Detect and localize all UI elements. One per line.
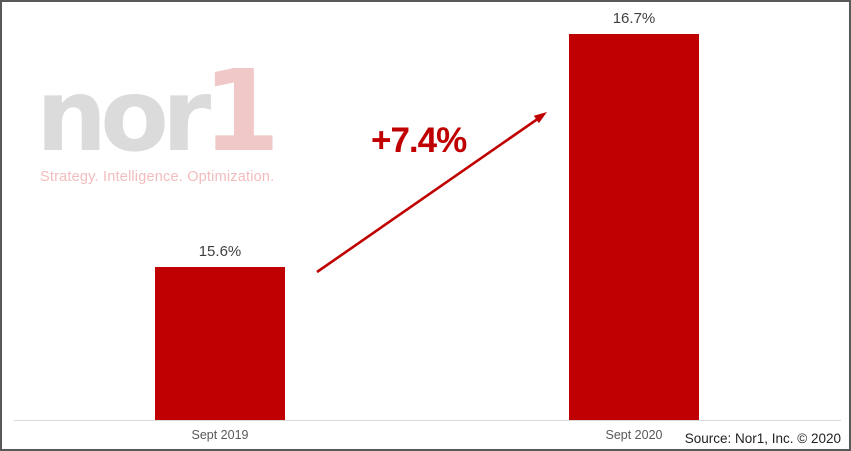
category-axis-line — [14, 420, 841, 421]
bar-value-label: 15.6% — [198, 243, 242, 260]
logo-tagline: Strategy. Intelligence. Optimization. — [40, 169, 275, 185]
bar-sept-2019 — [155, 267, 285, 420]
growth-arrow-icon — [316, 112, 547, 274]
logo-word: nor — [36, 57, 211, 174]
nor1-logo: nor 1 Strategy. Intelligence. Optimizati… — [36, 56, 280, 185]
logo-wordmark: nor 1 — [36, 56, 280, 168]
source-note: Source: Nor1, Inc. © 2020 — [684, 431, 841, 446]
x-axis-label-sept-2019: Sept 2019 — [191, 428, 249, 442]
x-axis-label-sept-2020: Sept 2020 — [605, 428, 663, 442]
logo-numeral: 1 — [202, 47, 281, 177]
bar-value-label: 16.7% — [612, 10, 656, 27]
bar-sept-2020 — [569, 34, 699, 420]
growth-annotation: +7.4% — [371, 121, 467, 160]
